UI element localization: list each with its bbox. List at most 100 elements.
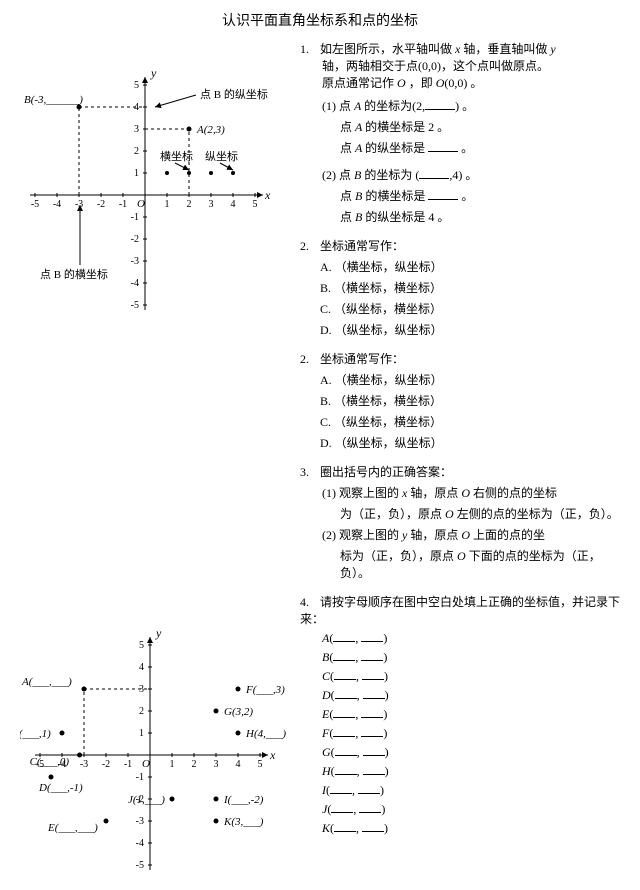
svg-text:3: 3 [134, 124, 139, 135]
svg-text:1: 1 [139, 728, 144, 739]
svg-text:横坐标: 横坐标 [160, 149, 193, 163]
svg-text:3: 3 [214, 759, 219, 770]
svg-text:I(___,-2): I(___,-2) [223, 794, 264, 806]
svg-text:5: 5 [134, 80, 139, 91]
svg-text:-1: -1 [131, 212, 139, 223]
q2b-optB: B. （横坐标，横坐标） [300, 392, 620, 409]
svg-text:J(1,___): J(1,___) [128, 794, 165, 806]
q4-text: 请按字母顺序在图中空白处填上正确的坐标值，并记录下来： [300, 595, 620, 626]
question-1: 1.如左图所示，水平轴叫做 x 轴，垂直轴叫做 y 轴，两轴相交于点(0,0)，… [300, 40, 620, 225]
svg-text:点 B 的纵坐标: 点 B 的纵坐标 [200, 87, 268, 101]
chart2: -5-4-3-2-112345-5-4-3-2-112345OxyA(___,_… [20, 630, 290, 870]
svg-text:K(3,___): K(3,___) [223, 816, 264, 828]
page-title: 认识平面直角坐标系和点的坐标 [20, 10, 620, 30]
blank [419, 167, 449, 179]
svg-text:5: 5 [258, 759, 263, 770]
svg-text:5: 5 [253, 199, 258, 210]
svg-text:-3: -3 [131, 256, 139, 267]
svg-text:点 B 的横坐标: 点 B 的横坐标 [40, 267, 108, 281]
svg-text:-4: -4 [136, 838, 144, 849]
svg-text:B(-3,______): B(-3,______) [24, 94, 83, 106]
coord-row: E(, ) [300, 706, 620, 722]
question-3: 3.圈出括号内的正确答案： (1) 观察上图的 x 轴，原点 O 右侧的点的坐标… [300, 463, 620, 581]
left-column: -5 -4 -3 -2 -1 1 2 3 4 5 -5 -4 -3 -2 -1 1 2 3 4 5 Ox y A(2,3) B… [20, 40, 290, 870]
svg-text:-3: -3 [136, 816, 144, 827]
svg-text:-2: -2 [102, 759, 110, 770]
q2b-text: 坐标通常写作： [320, 352, 404, 366]
q1-s1c: 点 A 的纵坐标是 。 [322, 139, 620, 156]
svg-text:y: y [155, 630, 162, 640]
q2b-num: 2. [300, 352, 320, 367]
coord-row: D(, ) [300, 687, 620, 703]
svg-text:1: 1 [165, 199, 170, 210]
q1-sub2: (2) 点 B 的坐标为 (,4) 。 点 B 的横坐标是 。 点 B 的纵坐标… [300, 166, 620, 225]
svg-text:2: 2 [192, 759, 197, 770]
svg-text:-3: -3 [80, 759, 88, 770]
svg-text:C(___,0): C(___,0) [30, 756, 70, 768]
coord-list: A(, ) B(, ) C(, ) D(, ) E(, ) F(, ) G(, ) H(, )… [300, 630, 620, 836]
question-4: 4.请按字母顺序在图中空白处填上正确的坐标值，并记录下来： A(, ) B(, )… [300, 593, 620, 836]
q4-num: 4. [300, 595, 320, 610]
coord-row: K(, ) [300, 820, 620, 836]
question-2b: 2.坐标通常写作： A. （横坐标，纵坐标） B. （横坐标，横坐标） C. （… [300, 350, 620, 451]
svg-text:A(___,___): A(___,___) [21, 676, 72, 688]
coord-row: B(, ) [300, 649, 620, 665]
coord-row: F(, ) [300, 725, 620, 741]
blank [425, 98, 455, 110]
svg-text:4: 4 [236, 759, 241, 770]
q3-sub1: (1) 观察上图的 x 轴，原点 O 右侧的点的坐标 为（正，负），原点 O 左… [300, 484, 620, 522]
coord-row: J(, ) [300, 801, 620, 817]
svg-text:-1: -1 [124, 759, 132, 770]
q1-s2b: 点 B 的横坐标是 。 [322, 187, 620, 204]
q3-sub2: (2) 观察上图的 y 轴，原点 O 上面的点的坐 标为（正，负），原点 O 下… [300, 526, 620, 581]
svg-text:纵坐标: 纵坐标 [205, 149, 238, 163]
svg-text:5: 5 [139, 640, 144, 651]
svg-text:G(3,2): G(3,2) [224, 706, 253, 718]
q1-line2: 轴，两轴相交于点(0,0)，这个点叫做原点。 [300, 57, 620, 74]
coord-row: G(, ) [300, 744, 620, 760]
svg-text:1: 1 [134, 168, 139, 179]
q3-s2b: 标为（正，负），原点 O 下面的点的坐标为（正，负）。 [322, 547, 620, 581]
q2b-optA: A. （横坐标，纵坐标） [300, 371, 620, 388]
coord-row: C(, ) [300, 668, 620, 684]
q2b-optD: D. （纵坐标，纵坐标） [300, 434, 620, 451]
q1-s2c: 点 B 的纵坐标是 4 。 [322, 208, 620, 225]
svg-text:B(___,1): B(___,1) [20, 728, 51, 740]
svg-text:2: 2 [134, 146, 139, 157]
svg-text:A(2,3): A(2,3) [196, 124, 225, 136]
svg-text:-3: -3 [75, 199, 83, 210]
svg-text:4: 4 [139, 662, 144, 673]
svg-text:-5: -5 [131, 300, 139, 310]
svg-text:-2: -2 [131, 234, 139, 245]
svg-text:-5: -5 [31, 199, 39, 210]
chart1: -5-4-3-2-112345-5-4-3-2-112345OxyA(2,3)B… [20, 40, 290, 310]
q2a-optA: A. （横坐标，纵坐标） [300, 258, 620, 275]
main-layout: -5 -4 -3 -2 -1 1 2 3 4 5 -5 -4 -3 -2 -1 1 2 3 4 5 Ox y A(2,3) B… [20, 40, 620, 870]
svg-text:F(___,3): F(___,3) [245, 684, 285, 696]
coord-row: A(, ) [300, 630, 620, 646]
svg-text:x: x [269, 748, 276, 762]
q1-num: 1. [300, 42, 320, 57]
q2b-optC: C. （纵坐标，横坐标） [300, 413, 620, 430]
svg-text:O: O [137, 198, 145, 210]
q3-text: 圈出括号内的正确答案： [320, 465, 452, 479]
svg-text:-4: -4 [53, 199, 61, 210]
q1-text: 如左图所示，水平轴叫做 x 轴，垂直轴叫做 y [320, 42, 556, 56]
q2a-text: 坐标通常写作： [320, 239, 404, 253]
right-column: 1.如左图所示，水平轴叫做 x 轴，垂直轴叫做 y 轴，两轴相交于点(0,0)，… [300, 40, 620, 870]
q1-line3: 原点通常记作 O ，即 O(0,0) 。 [300, 74, 620, 91]
svg-text:-2: -2 [97, 199, 105, 210]
svg-text:y: y [150, 66, 157, 80]
svg-text:4: 4 [231, 199, 236, 210]
svg-text:-1: -1 [119, 199, 127, 210]
coord-row: H(, ) [300, 763, 620, 779]
q2a-optC: C. （纵坐标，横坐标） [300, 300, 620, 317]
q3-num: 3. [300, 465, 320, 480]
svg-text:-1: -1 [136, 772, 144, 783]
svg-text:H(4,___): H(4,___) [245, 728, 286, 740]
q1-s1b: 点 A 的横坐标是 2 。 [322, 118, 620, 135]
question-2a: 2.坐标通常写作： A. （横坐标，纵坐标） B. （横坐标，横坐标） C. （… [300, 237, 620, 338]
svg-text:3: 3 [209, 199, 214, 210]
q3-s1b: 为（正，负），原点 O 左侧的点的坐标为（正，负）。 [322, 505, 620, 522]
svg-text:-4: -4 [131, 278, 139, 289]
